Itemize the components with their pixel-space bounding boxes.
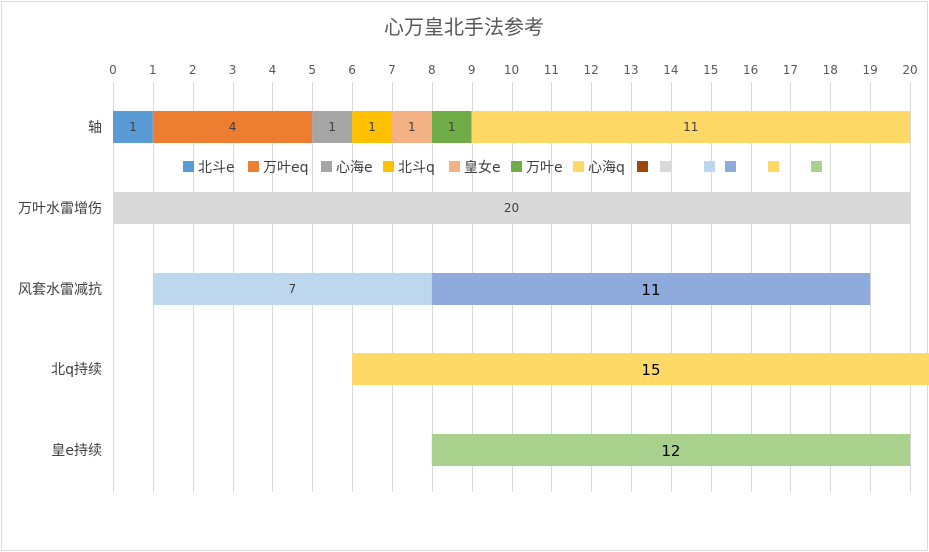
bar-data-label: 1 (129, 120, 137, 134)
x-tick-label: 3 (229, 63, 237, 77)
x-tick-label: 9 (468, 63, 476, 77)
legend-swatch (637, 161, 648, 172)
bar-segment (431, 434, 910, 466)
x-tick-label: 18 (823, 63, 838, 77)
x-tick-label: 19 (863, 63, 878, 77)
legend-label: 万叶e (526, 160, 563, 176)
bar-segment (431, 273, 871, 305)
x-tick-label: 13 (623, 63, 638, 77)
chart-title: 心万皇北手法参考 (384, 15, 544, 39)
bar-data-label: 15 (641, 361, 660, 379)
x-tick-label: 8 (428, 63, 436, 77)
category-label: 轴 (88, 120, 102, 136)
legend-swatch (321, 161, 332, 172)
bar-segment (352, 111, 392, 143)
x-axis-tick-labels: 0 1 2 3 4 5 6 7 8 9 10 11 12 13 14 15 16 17 18 19 20 (109, 63, 917, 77)
bar-data-label: 11 (683, 120, 698, 134)
bar-segment (431, 111, 472, 143)
x-tick-label: 2 (189, 63, 197, 77)
legend-label: 皇女e (464, 159, 501, 176)
legend-label: 北斗q (398, 160, 435, 176)
legend-label: 心海e (336, 160, 373, 176)
category-label: 皇e持续 (51, 442, 102, 459)
legend-swatch (449, 161, 460, 172)
x-tick-label: 12 (584, 63, 599, 77)
legend-swatch (183, 161, 194, 172)
legend-swatch (660, 161, 671, 172)
bar-data-label: 1 (448, 120, 456, 134)
legend-swatch (811, 161, 822, 172)
category-label: 万叶水雷增伤 (18, 201, 102, 217)
bar-segment (471, 111, 910, 143)
bar-data-label: 7 (289, 282, 297, 296)
legend-label: 心海q (588, 160, 625, 176)
legend-swatch (573, 161, 584, 172)
bar-segment (312, 111, 353, 143)
legend-label: 北斗e (198, 160, 235, 176)
bar-segment (391, 111, 432, 143)
x-tick-label: 15 (703, 63, 718, 77)
x-tick-label: 10 (504, 63, 519, 77)
category-label: 风套水雷减抗 (18, 282, 102, 298)
legend-swatch (511, 161, 522, 172)
category-label: 北q持续 (51, 361, 102, 378)
x-tick-label: 7 (388, 63, 396, 77)
x-tick-label: 6 (348, 63, 356, 77)
legend-swatch (768, 161, 779, 172)
x-tick-label: 4 (269, 63, 277, 77)
x-tick-label: 17 (783, 63, 798, 77)
x-tick-label: 5 (308, 63, 316, 77)
bar-data-label: 20 (504, 201, 519, 215)
bar-data-label: 1 (368, 120, 376, 134)
legend: 北斗e 万叶eq 心海e 北斗q 皇女e 万叶e 心海q (183, 159, 822, 176)
bar-segment (113, 192, 910, 224)
bar-segment (152, 111, 313, 143)
x-tick-label: 16 (743, 63, 758, 77)
x-tick-label: 14 (663, 63, 678, 77)
bar-data-label: 11 (641, 281, 660, 299)
legend-swatch (383, 161, 394, 172)
bar-segment (113, 111, 153, 143)
legend-swatch (704, 161, 715, 172)
bar-segment (352, 353, 929, 385)
x-tick-label: 20 (902, 63, 917, 77)
legend-label: 万叶eq (263, 160, 309, 176)
legend-swatch (725, 161, 736, 172)
bar-data-label: 1 (408, 120, 416, 134)
legend-swatch (248, 161, 259, 172)
bar-segment (152, 273, 432, 305)
x-tick-label: 0 (109, 63, 117, 77)
x-tick-label: 11 (544, 63, 559, 77)
bar-data-label: 1 (328, 120, 336, 134)
x-tick-label: 1 (149, 63, 157, 77)
bar-data-label: 12 (661, 442, 680, 460)
bar-data-label: 4 (229, 120, 237, 134)
